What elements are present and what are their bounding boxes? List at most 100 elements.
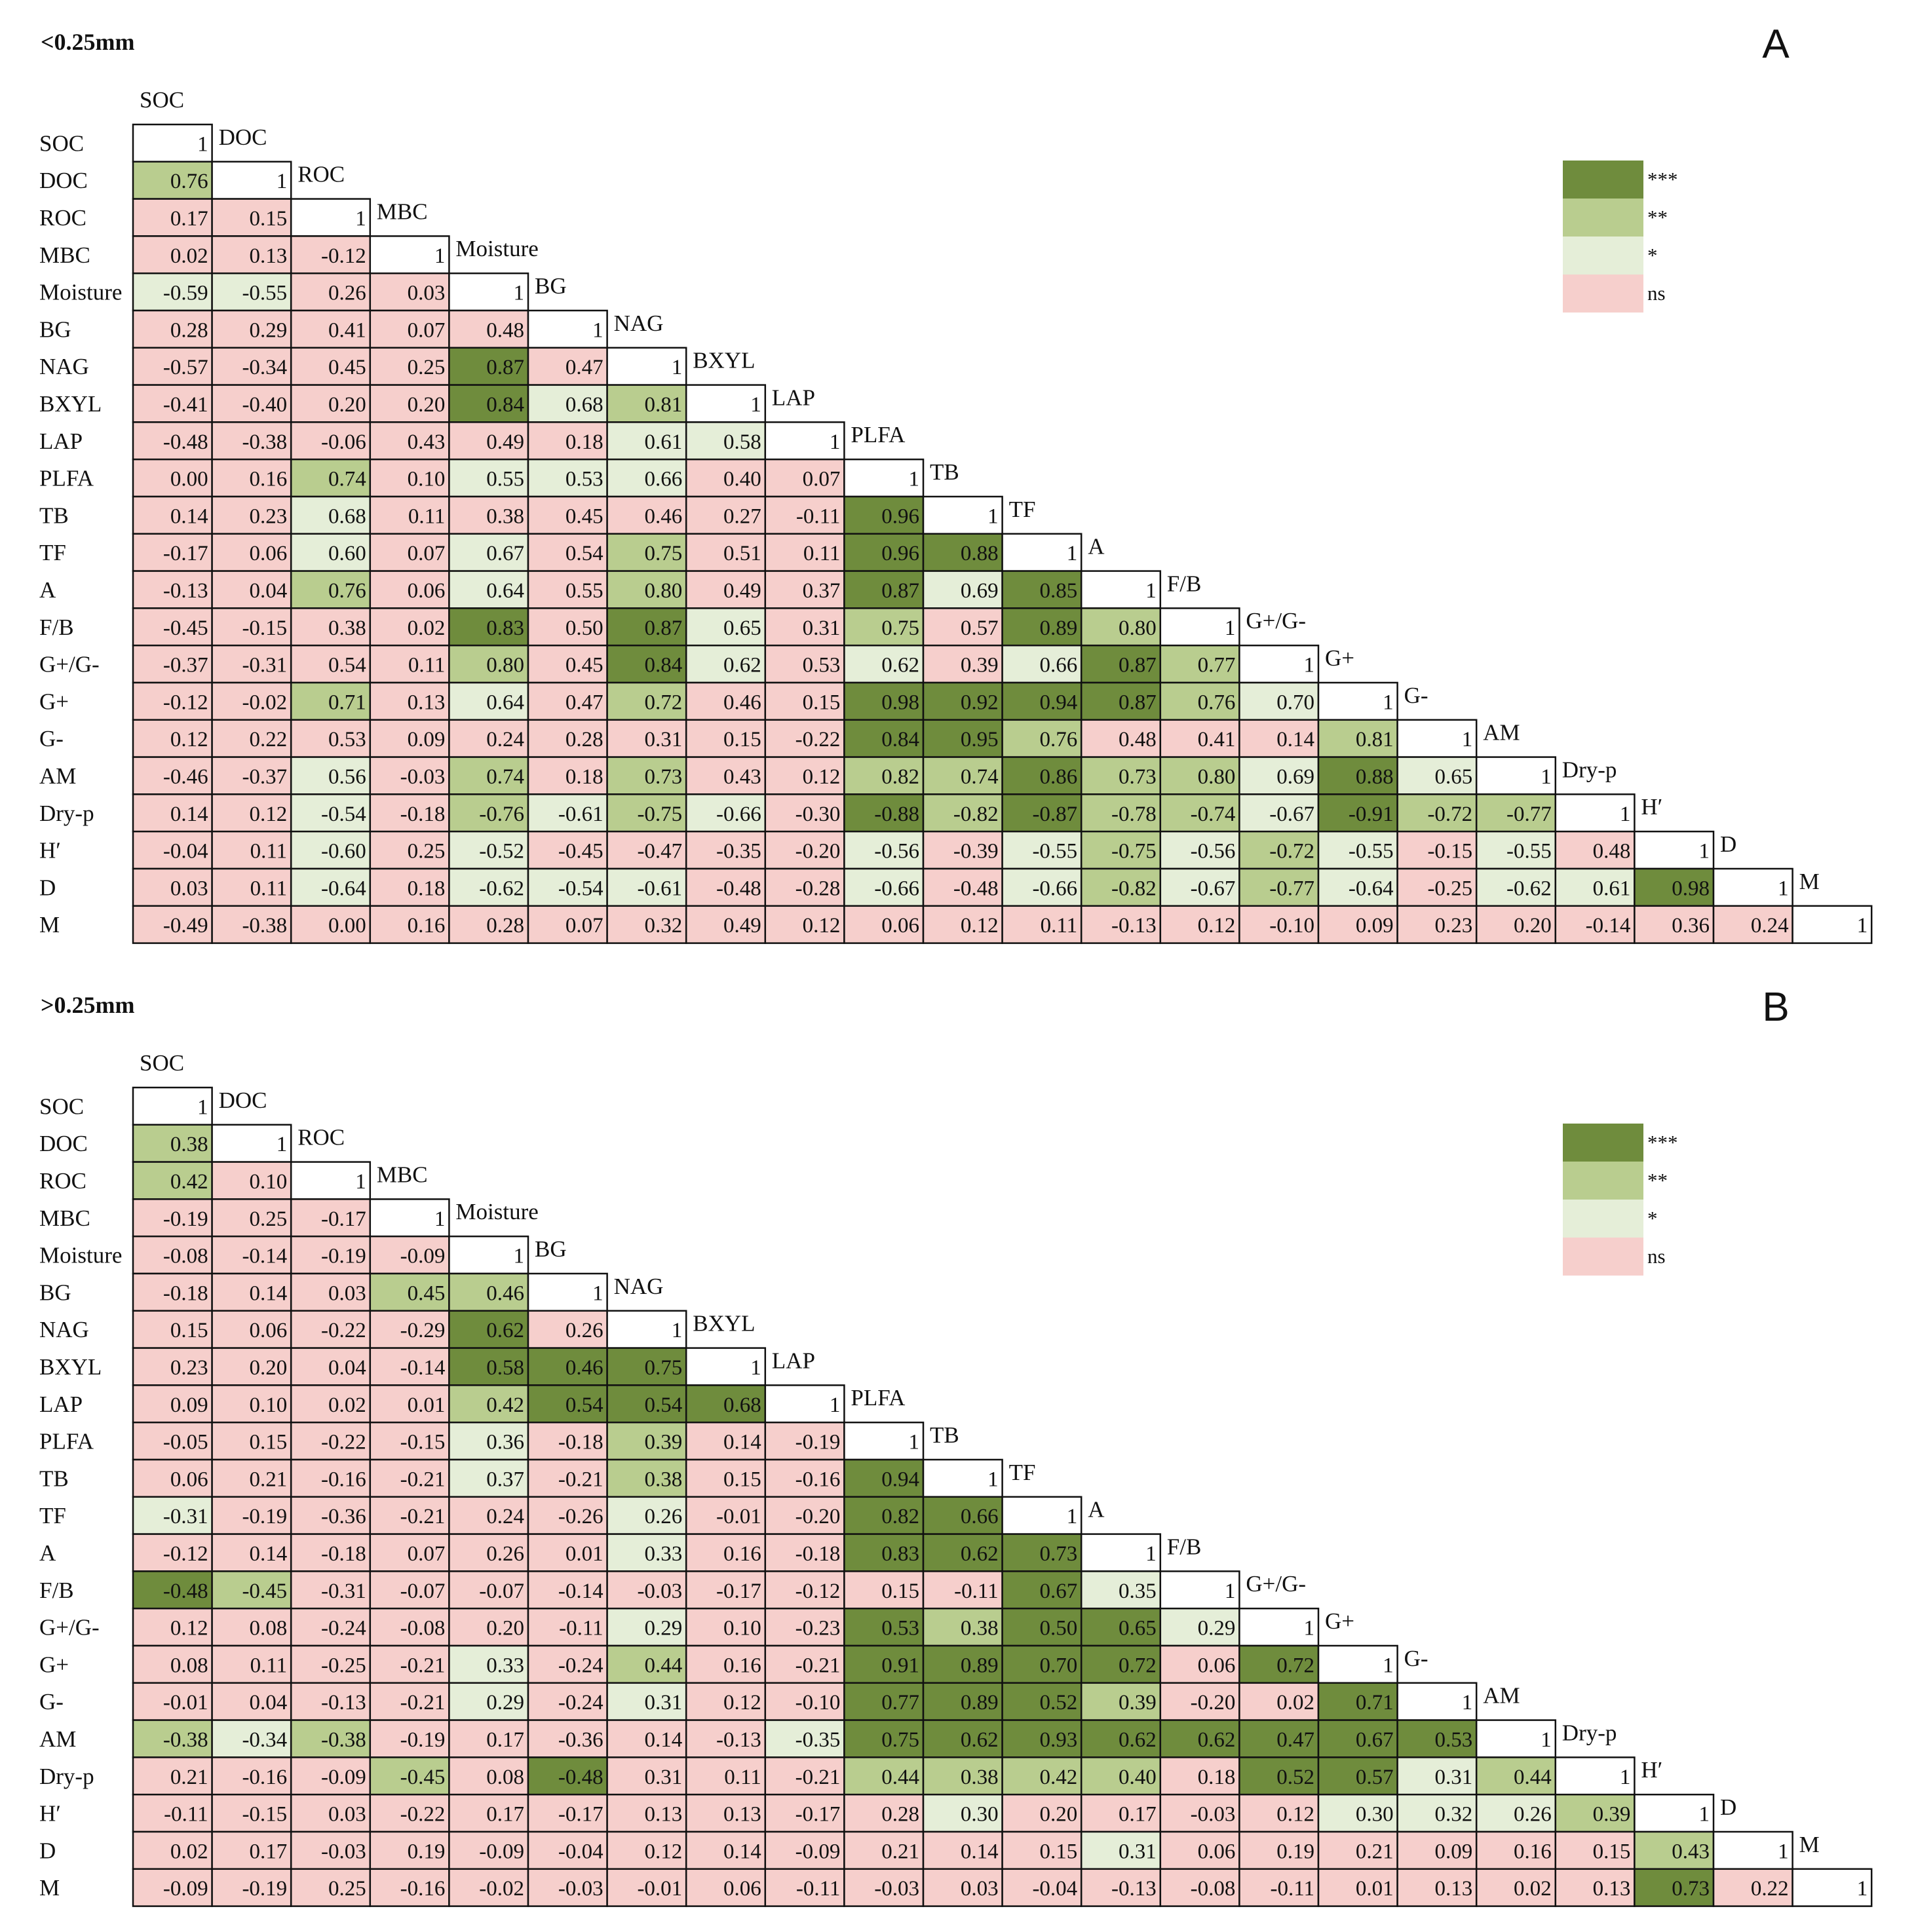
cell-value: 1: [197, 1095, 208, 1119]
correlation-cell: [1001, 681, 1083, 721]
correlation-cell: [448, 1533, 529, 1572]
cell-value: 0.26: [565, 1319, 604, 1342]
correlation-cell: [764, 1496, 845, 1535]
cell-value: -0.40: [242, 393, 287, 417]
cell-value: 1: [434, 1207, 446, 1231]
cell-value: -0.29: [400, 1319, 446, 1342]
cell-value: 0.13: [723, 1803, 761, 1827]
panel-label: A: [1762, 22, 1790, 67]
cell-value: 0.04: [249, 579, 287, 603]
cell-value: 1: [750, 1356, 761, 1380]
correlation-cell: [211, 1793, 292, 1833]
diagonal-cell: [290, 1161, 372, 1200]
cell-value: 0.06: [723, 1877, 761, 1901]
legend-swatch: [1563, 1124, 1643, 1162]
cell-value: -0.12: [163, 1542, 208, 1566]
correlation-cell: [132, 830, 213, 870]
column-label: SOC: [140, 87, 184, 113]
cell-value: 0.13: [1593, 1877, 1631, 1901]
cell-value: 0.04: [249, 1691, 287, 1714]
cell-value: 0.20: [486, 1617, 524, 1640]
cell-value: 0.33: [486, 1654, 524, 1677]
cell-value: 0.40: [1119, 1766, 1157, 1789]
cell-value: 1: [1304, 654, 1315, 677]
correlation-cell: [290, 1607, 372, 1647]
correlation-cell: [1159, 1756, 1240, 1796]
cell-value: 1: [1462, 728, 1473, 751]
cell-value: 0.14: [249, 1542, 287, 1566]
cell-value: -0.87: [1032, 803, 1077, 826]
legend-swatch: [1563, 237, 1643, 275]
cell-value: -0.01: [716, 1505, 761, 1528]
cell-value: -0.21: [400, 1654, 446, 1677]
correlation-cell: [448, 1570, 529, 1610]
correlation-cell: [685, 533, 767, 572]
correlation-cell: [1001, 905, 1083, 944]
cell-value: -0.14: [558, 1580, 604, 1603]
cell-value: 1: [1778, 1840, 1789, 1863]
cell-value: 0.14: [170, 803, 208, 826]
cell-value: -0.19: [795, 1431, 841, 1454]
cell-value: 0.16: [723, 1654, 761, 1677]
cell-value: 0.52: [1039, 1691, 1077, 1714]
cell-value: 0.02: [408, 616, 446, 640]
cell-value: -0.26: [558, 1505, 604, 1528]
cell-value: 0.45: [408, 1281, 446, 1305]
legend-label: *: [1647, 244, 1658, 267]
column-label: M: [1799, 1832, 1820, 1857]
cell-value: -0.21: [400, 1468, 446, 1491]
diagonal-cell: [1238, 644, 1320, 684]
cell-value: 0.24: [486, 728, 524, 751]
correlation-cell: [211, 347, 292, 386]
cell-value: 0.06: [249, 542, 287, 565]
cell-value: 0.72: [1276, 1654, 1314, 1677]
correlation-cell: [1475, 1793, 1557, 1833]
column-label: BG: [535, 1236, 567, 1262]
cell-value: 0.75: [644, 1356, 682, 1380]
cell-value: 0.73: [644, 765, 682, 789]
cell-value: 1: [909, 468, 920, 491]
cell-value: 0.37: [803, 579, 841, 603]
column-label: PLFA: [851, 1385, 906, 1411]
cell-value: 0.89: [1039, 616, 1077, 640]
cell-value: 0.00: [170, 468, 208, 491]
correlation-cell: [448, 1719, 529, 1758]
cell-value: 0.20: [408, 393, 446, 417]
correlation-cell: [685, 1458, 767, 1498]
correlation-cell: [685, 1868, 767, 1907]
correlation-cell: [1001, 830, 1083, 870]
cell-value: 0.83: [486, 616, 524, 640]
row-label: G+: [39, 689, 69, 714]
cell-value: 0.15: [1039, 1840, 1077, 1863]
column-label: BG: [535, 273, 567, 299]
correlation-cell: [1159, 719, 1240, 758]
row-label: SOC: [39, 130, 84, 156]
cell-value: -0.01: [637, 1877, 682, 1901]
row-label: D: [39, 875, 56, 900]
diagonal-cell: [1791, 905, 1873, 944]
cell-value: -0.77: [1506, 803, 1552, 826]
cell-value: -0.05: [163, 1431, 208, 1454]
correlation-cell: [764, 533, 845, 572]
correlation-cell: [369, 495, 450, 535]
cell-value: -0.64: [1349, 877, 1394, 900]
correlation-cell: [211, 1384, 292, 1424]
cell-value: 0.74: [486, 765, 524, 789]
cell-value: 0.22: [1751, 1877, 1789, 1901]
cell-value: 0.45: [328, 356, 366, 379]
cell-value: 0.11: [250, 1654, 288, 1677]
cell-value: 0.77: [881, 1691, 919, 1714]
correlation-cell: [922, 533, 1003, 572]
cell-value: -0.45: [163, 616, 208, 640]
cell-value: 0.29: [249, 318, 287, 342]
correlation-cell: [448, 1421, 529, 1461]
cell-value: -0.21: [795, 1766, 841, 1789]
cell-value: 0.44: [1514, 1766, 1552, 1789]
cell-value: 1: [1620, 1766, 1631, 1789]
correlation-cell: [1001, 1719, 1083, 1758]
cell-value: -0.82: [953, 803, 999, 826]
cell-value: 0.19: [1276, 1840, 1314, 1863]
correlation-cell: [211, 1421, 292, 1461]
correlation-cell: [211, 458, 292, 498]
cell-value: 0.17: [249, 1840, 287, 1863]
